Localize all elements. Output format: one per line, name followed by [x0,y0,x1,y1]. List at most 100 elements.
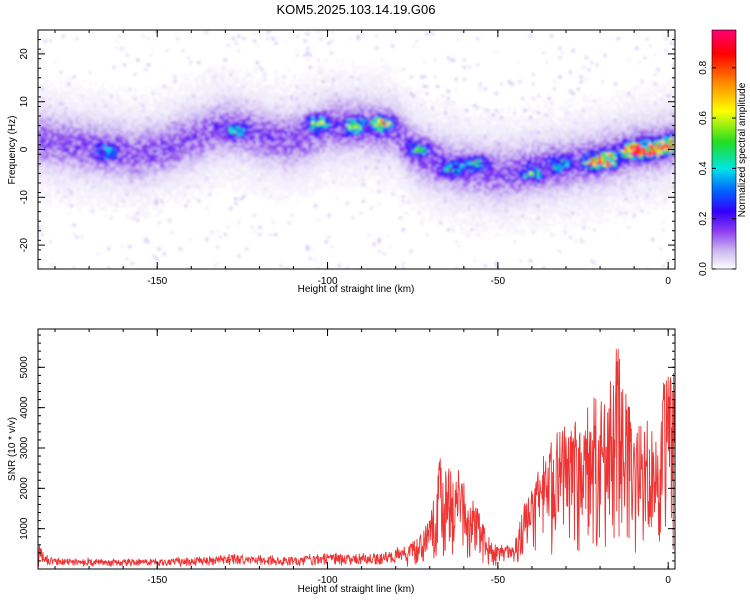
heatmap-cell [207,135,212,139]
heatmap-cell [154,194,159,198]
heatmap-cell [165,113,169,117]
heatmap-cell [298,171,302,174]
heatmap-cell [263,144,267,148]
heatmap-cell [162,204,166,208]
heatmap-cell [133,211,137,215]
heatmap-cell [316,173,320,177]
heatmap-cell [72,223,76,227]
heatmap-cell [83,118,87,122]
heatmap-cell [43,185,47,189]
heatmap-cell [183,73,188,77]
heatmap-cell [141,204,145,208]
heatmap-cell [242,142,246,146]
heatmap-cell [282,101,286,105]
heatmap-cell [266,166,270,170]
heatmap-cell [152,139,156,143]
heatmap-cell [274,161,278,165]
heatmap-cell [85,120,90,124]
heatmap-cell [165,94,169,98]
heatmap-cell [128,178,132,182]
heatmap-cell [242,171,246,174]
heatmap-cell [207,118,212,122]
heatmap-cell [72,142,76,146]
heatmap-cell [245,168,249,172]
heatmap-cell [56,173,60,177]
heatmap-cell [107,192,111,196]
heatmap-cell [138,163,143,167]
heatmap-cell [218,156,222,160]
heatmap-cell [252,161,257,165]
heatmap-cell [250,75,254,79]
heatmap-cell [114,202,119,206]
heatmap-cell [194,106,198,110]
heatmap-cell [287,87,291,91]
heatmap-cell [69,113,74,117]
heatmap-cell [314,89,318,93]
heatmap-cell [295,159,299,163]
heatmap-cell [183,144,188,148]
heatmap-cell [255,82,259,86]
heatmap-cell [122,266,127,269]
heatmap-cell [290,147,294,151]
heatmap-cell [77,147,82,151]
heatmap-cell [101,182,105,186]
heatmap-cell [43,116,47,120]
heatmap-cell [38,266,42,269]
heatmap-cell [77,159,82,163]
heatmap-cell [77,144,82,148]
heatmap-cell [287,185,291,189]
heatmap-cell [282,197,286,201]
heatmap-cell [284,144,289,148]
heatmap-cell [314,82,318,86]
heatmap-cell [122,120,127,124]
heatmap-cell [77,137,82,141]
heatmap-cell [199,171,204,174]
heatmap-cell [282,82,286,86]
heatmap-cell [284,75,289,79]
heatmap-cell [181,194,185,198]
heatmap-cell [298,185,302,189]
heatmap-cell [91,194,95,198]
heatmap-cell [213,132,217,136]
heatmap-cell [202,173,206,177]
heatmap-cell [130,214,135,218]
heatmap-cell [122,125,127,129]
heatmap-cell [117,166,121,170]
heatmap-cell [215,116,220,120]
heatmap-cell [104,178,108,182]
heatmap-cell [183,161,188,165]
heatmap-cell [290,118,294,122]
heatmap-cell [218,185,222,189]
heatmap-cell [67,194,71,198]
heatmap-cell [247,182,251,186]
heatmap-cell [239,82,243,86]
heatmap-cell [268,101,273,105]
heatmap-cell [186,178,190,182]
heatmap-cell [247,178,251,182]
heatmap-cell [191,154,196,158]
heatmap-cell [308,77,312,81]
heatmap-cell [83,135,87,139]
heatmap-cell [260,104,265,108]
heatmap-cell [234,96,238,100]
heatmap-cell [268,159,273,163]
heatmap-cell [136,130,140,134]
heatmap-cell [56,101,60,105]
heatmap-cell [40,147,44,151]
heatmap-cell [173,94,177,98]
heatmap-cell [303,101,307,105]
heatmap-cell [165,84,169,88]
heatmap-cell [263,159,267,163]
heatmap-cell [290,149,294,153]
heatmap-cell [237,166,241,170]
heatmap-cell [231,173,235,177]
heatmap-cell [48,130,52,134]
heatmap-cell [88,108,92,112]
heatmap-cell [268,151,273,155]
heatmap-cell [45,84,50,88]
heatmap-cell [117,101,121,105]
heatmap-cell [210,135,214,139]
heatmap-cell [229,75,233,79]
heatmap-cell [263,113,267,117]
heatmap-cell [239,135,243,139]
